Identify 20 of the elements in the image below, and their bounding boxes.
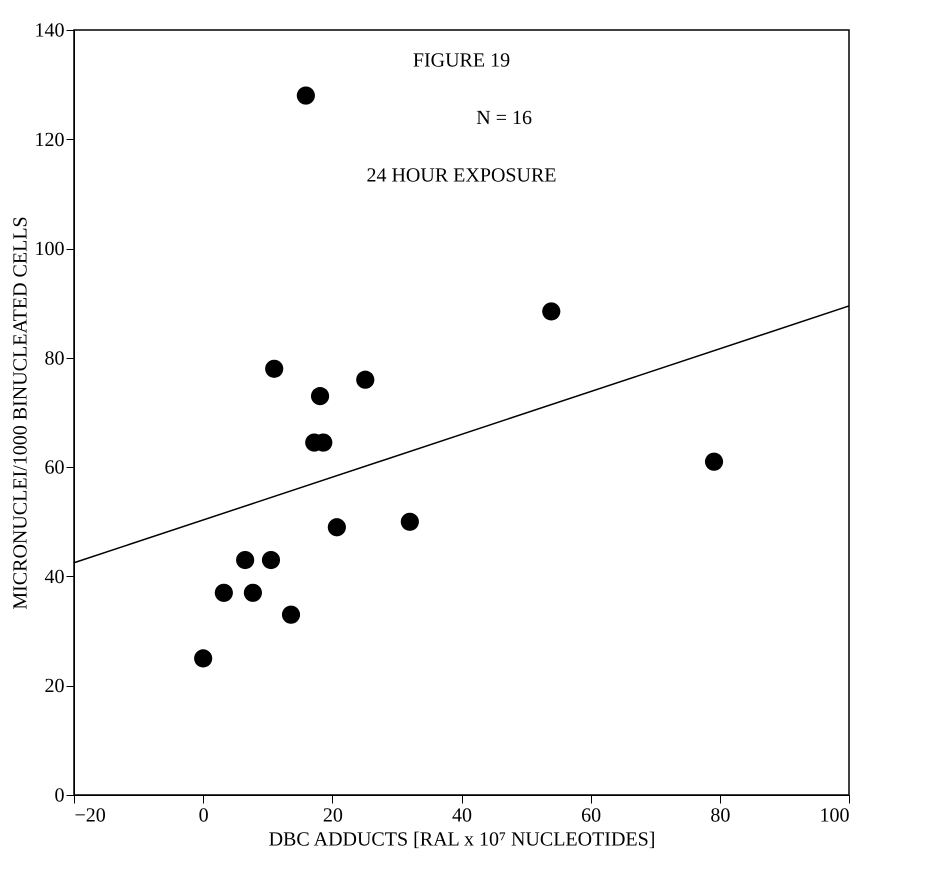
- annotation: FIGURE 19: [412, 50, 510, 72]
- y-tick-label: 60: [44, 456, 64, 479]
- y-tick-label: 0: [54, 784, 64, 806]
- y-axis-title: MICRONUCLEI/1000 BINUCLEATED CELLS: [10, 216, 32, 610]
- x-tick-label: 20: [322, 804, 343, 826]
- x-tick-label: 40: [452, 804, 472, 826]
- y-tick-label: 20: [44, 675, 64, 698]
- x-tick-label: 80: [710, 804, 730, 826]
- x-axis-title: DBC ADDUCTS [RAL x 10⁷ NUCLEOTIDES]: [268, 828, 656, 850]
- y-tick-label: 40: [44, 566, 64, 588]
- x-tick-label: −20: [74, 804, 106, 826]
- y-tick-label: 80: [44, 347, 64, 370]
- y-tick-label: 100: [34, 238, 64, 260]
- x-tick-label: 100: [820, 804, 850, 826]
- annotation: 24 HOUR EXPOSURE: [366, 164, 557, 186]
- y-tick-label: 140: [34, 20, 64, 42]
- x-tick-label: 60: [581, 804, 602, 826]
- y-tick-label: 120: [34, 128, 64, 151]
- annotation: N = 16: [476, 106, 532, 129]
- x-tick-label: 0: [198, 804, 209, 826]
